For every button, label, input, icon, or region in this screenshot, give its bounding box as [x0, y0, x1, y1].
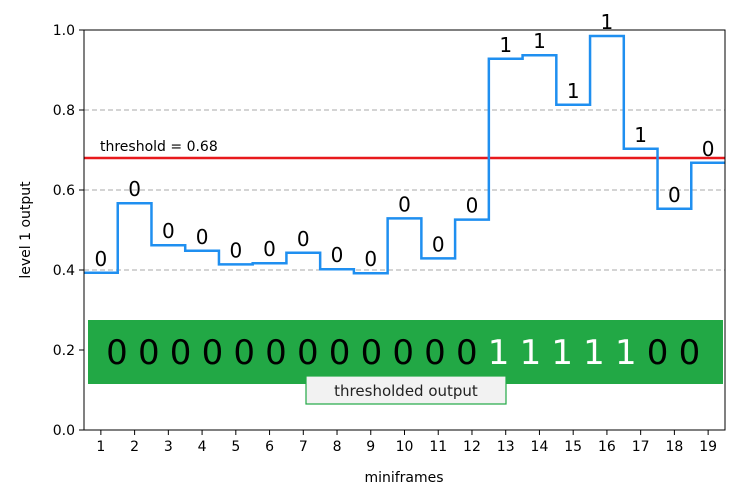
step-value-label: 1 — [567, 79, 580, 103]
output-digit: 0 — [138, 333, 160, 373]
output-digit: 0 — [297, 333, 319, 373]
x-tick-label: 3 — [164, 439, 173, 455]
output-digit: 0 — [647, 333, 669, 373]
output-band — [88, 320, 723, 384]
x-tick-label: 12 — [463, 439, 481, 455]
output-digit: 0 — [424, 333, 446, 373]
threshold-label: threshold = 0.68 — [100, 139, 218, 155]
x-tick-label: 5 — [231, 439, 240, 455]
step-value-label: 0 — [95, 247, 108, 271]
step-value-label: 0 — [128, 177, 141, 201]
step-value-label: 0 — [398, 192, 411, 216]
y-tick-label: 1.0 — [53, 23, 75, 39]
step-value-label: 1 — [533, 29, 546, 53]
step-value-label: 0 — [331, 243, 344, 267]
y-tick-label: 0.2 — [53, 343, 75, 359]
step-value-label: 0 — [668, 183, 681, 207]
step-value-label: 0 — [229, 238, 242, 262]
threshold-group: threshold = 0.68 — [84, 139, 725, 160]
y-tick-label: 0.0 — [53, 423, 75, 439]
x-tick-label: 10 — [396, 439, 414, 455]
x-tick-label: 11 — [429, 439, 447, 455]
output-digit: 1 — [583, 333, 605, 373]
x-axis-title: miniframes — [364, 470, 443, 486]
gridlines — [84, 109, 725, 271]
y-axis: 0.0 0.2 0.4 0.6 0.8 1.0 — [53, 23, 84, 439]
y-tick-label: 0.6 — [53, 183, 75, 199]
step-value-label: 0 — [196, 225, 209, 249]
output-label-box — [305, 375, 507, 405]
output-digit: 1 — [551, 333, 573, 373]
x-tick-label: 6 — [265, 439, 274, 455]
step-value-label: 0 — [297, 227, 310, 251]
output-digit: 0 — [679, 333, 701, 373]
x-tick-label: 14 — [531, 439, 549, 455]
output-digit: 0 — [106, 333, 128, 373]
step-value-label: 0 — [162, 219, 175, 243]
step-value-label: 1 — [601, 10, 614, 34]
output-digit: 0 — [202, 333, 224, 373]
x-axis: 1 2 3 4 5 6 7 8 9 10 11 12 13 14 15 16 17 18 19 — [96, 430, 717, 455]
x-tick-label: 18 — [665, 439, 683, 455]
step-value-label: 1 — [634, 123, 647, 147]
output-digit: 0 — [329, 333, 351, 373]
step-value-label: 0 — [466, 194, 479, 218]
step-value-label: 0 — [432, 232, 445, 256]
output-digit: 1 — [615, 333, 637, 373]
x-tick-label: 13 — [497, 439, 515, 455]
x-tick-label: 2 — [130, 439, 139, 455]
x-tick-label: 1 — [96, 439, 105, 455]
x-tick-label: 9 — [366, 439, 375, 455]
output-digit: 0 — [456, 333, 478, 373]
y-tick-label: 0.4 — [53, 263, 75, 279]
step-value-label: 0 — [364, 247, 377, 271]
output-digit: 1 — [488, 333, 510, 373]
x-tick-label: 8 — [333, 439, 342, 455]
x-tick-label: 15 — [564, 439, 582, 455]
x-tick-label: 4 — [198, 439, 207, 455]
x-tick-label: 19 — [699, 439, 717, 455]
output-digit: 1 — [520, 333, 542, 373]
output-digit: 0 — [265, 333, 287, 373]
y-tick-label: 0.8 — [53, 103, 75, 119]
x-tick-label: 16 — [598, 439, 616, 455]
output-digit: 0 — [361, 333, 383, 373]
x-tick-label: 7 — [299, 439, 308, 455]
output-digit: 0 — [392, 333, 414, 373]
y-axis-title: level 1 output — [18, 181, 34, 279]
x-tick-label: 17 — [632, 439, 650, 455]
step-value-label: 0 — [263, 237, 276, 261]
series-line — [84, 34, 725, 275]
output-digit: 0 — [233, 333, 255, 373]
output-label: thresholded output — [334, 382, 478, 400]
step-value-label: 0 — [702, 137, 715, 161]
step-value-label: 1 — [499, 33, 512, 57]
output-digit: 0 — [170, 333, 192, 373]
